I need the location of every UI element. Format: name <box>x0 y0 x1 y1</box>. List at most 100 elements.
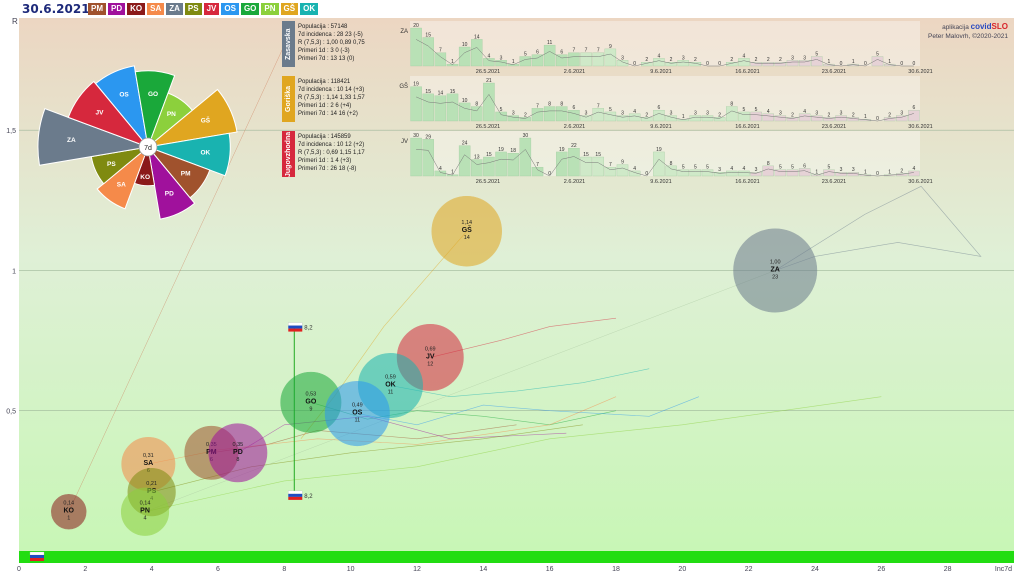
bubble-code-label: ZA <box>771 266 780 273</box>
bubble-circle[interactable] <box>120 487 170 536</box>
panel-date-label: 16.6.2021 <box>735 124 759 130</box>
panel-bar-value: 0 <box>864 61 867 67</box>
panel-date-label: 23.6.2021 <box>822 179 846 185</box>
panel-bar-value: 2 <box>645 57 648 63</box>
panel-bar-value: 0 <box>900 61 903 67</box>
pie-slice-za[interactable] <box>37 108 150 166</box>
region-info-line: Primeri 1d : 3 0 (-3) <box>298 48 350 54</box>
panel-bar <box>896 115 908 122</box>
pie-slice-pd[interactable] <box>147 145 196 220</box>
pie-slice-gš[interactable] <box>146 88 238 148</box>
panel-bar <box>483 82 495 122</box>
panel-bar <box>543 106 556 122</box>
bubble-circle[interactable] <box>208 423 268 483</box>
panel-bar <box>410 137 422 177</box>
panel-bar <box>422 139 434 177</box>
bubble-r-label: 0,14 <box>63 501 74 507</box>
region-button-ok[interactable]: OK <box>300 3 319 15</box>
panel-bar-value: 29 <box>425 134 431 140</box>
region-button-ko[interactable]: KO <box>127 3 146 15</box>
panel-bar <box>738 170 750 177</box>
region-button-ps[interactable]: PS <box>184 3 202 15</box>
panel-bar <box>701 115 714 122</box>
panel-bar-value: 14 <box>474 34 480 40</box>
bubble-code-label: PD <box>233 449 243 456</box>
bubble-code-label: GŠ <box>462 225 472 234</box>
region-button-jv[interactable]: JV <box>203 3 220 15</box>
region-panel-tag[interactable]: Goriška <box>282 76 295 122</box>
panel-bar <box>580 156 592 177</box>
panel-bar-value: 3 <box>621 111 624 117</box>
panel-bar-value: 2 <box>791 112 794 118</box>
region-button-os[interactable]: OS <box>221 3 239 15</box>
credit: aplikacija covidSLO Peter Malovrh, ©2020… <box>928 22 1008 41</box>
pie-slice-label: PM <box>181 171 191 178</box>
x-tick-label: 26 <box>877 566 885 573</box>
panel-bar-value: 3 <box>621 55 624 61</box>
panel-bar-value: 4 <box>488 53 491 59</box>
panel-bar <box>750 172 762 177</box>
trail-os <box>357 396 700 426</box>
panel-bar-value: 2 <box>694 57 697 63</box>
region-button-go[interactable]: GO <box>240 3 260 15</box>
panel-bar <box>811 174 823 177</box>
pie-center-label: 7d <box>144 145 152 152</box>
panel-bar-value: 8 <box>475 102 478 108</box>
region-button-gš[interactable]: GŠ <box>280 3 299 15</box>
panel-bar-value: 7 <box>536 103 539 109</box>
bubble-circle[interactable] <box>733 228 818 313</box>
panel-bar <box>556 106 568 122</box>
region-info-line: Primeri 1d : 1 4 (+3) <box>298 158 352 164</box>
panel-bar <box>762 113 774 122</box>
panel-bar <box>410 27 422 67</box>
bubble-circle[interactable] <box>431 195 502 267</box>
panel-bar <box>908 109 920 122</box>
panel-bar <box>507 115 519 122</box>
bubble-inc-label: 12 <box>427 361 433 367</box>
region-button-pn[interactable]: PN <box>261 3 279 15</box>
panel-bar <box>798 113 811 122</box>
pie-slice-go[interactable] <box>134 70 176 149</box>
region-button-sa[interactable]: SA <box>147 3 165 15</box>
panel-bar-value: 0 <box>876 171 879 177</box>
region-button-za[interactable]: ZA <box>166 3 183 15</box>
panel-date-label: 30.6.2021 <box>908 69 932 75</box>
panel-bar-value: 6 <box>560 50 563 56</box>
bubble-circle[interactable] <box>324 381 390 447</box>
y-tick-label: 1,5 <box>6 128 16 135</box>
x-tick-label: 18 <box>612 566 620 573</box>
panel-bar-value: 5 <box>755 107 758 113</box>
bubble-circle[interactable] <box>51 494 87 530</box>
app-name[interactable]: covidSLO <box>970 22 1008 31</box>
region-panel-tag[interactable]: Zasavska <box>282 21 295 67</box>
panel-bar <box>677 60 689 67</box>
pie-slice-jv[interactable] <box>67 80 150 149</box>
panel-bar-value: 4 <box>767 109 770 115</box>
region-panel-tag[interactable]: Jugovzhodna <box>282 131 295 177</box>
panel-bar-value: 0 <box>913 61 916 67</box>
bubble-code-label: OS <box>352 410 362 417</box>
panel-bar <box>738 111 750 122</box>
panel-bar-value: 13 <box>474 155 480 161</box>
panel-bar-value: 0 <box>876 116 879 122</box>
panel-date-label: 30.6.2021 <box>908 124 932 130</box>
region-button-pd[interactable]: PD <box>108 3 126 15</box>
panel-trend-line <box>415 39 914 67</box>
pie-slice-sa[interactable] <box>96 145 150 210</box>
bubble-r-label: 1,00 <box>770 259 781 265</box>
panel-bar-value: 5 <box>828 165 831 171</box>
region-button-pm[interactable]: PM <box>88 3 106 15</box>
region-info-line: R (7,5,3) : 1,14 1,33 1,57 <box>298 95 365 101</box>
region-info-line: Primeri 7d : 14 16 (+2) <box>298 111 358 117</box>
bubble-r-label: 0,69 <box>425 346 436 352</box>
pie-slice-ok[interactable] <box>146 132 231 177</box>
panel-background <box>410 76 920 121</box>
panel-bar <box>726 106 738 122</box>
panel-bar-value: 21 <box>486 78 492 84</box>
